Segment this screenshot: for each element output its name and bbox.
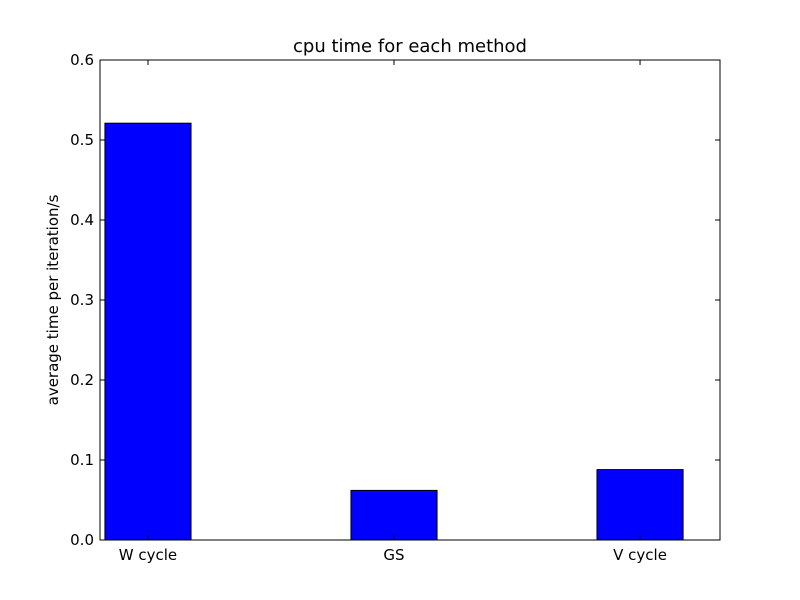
y-tick-label: 0.0 bbox=[70, 531, 94, 549]
x-tick-label: GS bbox=[383, 546, 404, 564]
bar-w-cycle bbox=[104, 122, 192, 541]
x-tick-label: V cycle bbox=[613, 546, 667, 564]
y-tick-label: 0.1 bbox=[70, 451, 94, 469]
x-tick-label: W cycle bbox=[119, 546, 177, 564]
plot-area: W cycle GS V cycle 0.0 0.1 0.2 0.3 0.4 0.5 0.6 bbox=[70, 51, 721, 564]
y-tick-label: 0.4 bbox=[70, 211, 94, 229]
y-axis-label: average time per iteration/s bbox=[44, 194, 62, 405]
y-tick-label: 0.3 bbox=[70, 291, 94, 309]
plot-frame bbox=[99, 59, 721, 541]
bar-v-cycle bbox=[596, 469, 684, 541]
bar-gs bbox=[350, 489, 438, 541]
y-tick-label: 0.5 bbox=[70, 131, 94, 149]
y-tick-label: 0.2 bbox=[70, 371, 94, 389]
chart-title: cpu time for each method bbox=[293, 36, 527, 57]
y-tick-label: 0.6 bbox=[70, 51, 94, 69]
